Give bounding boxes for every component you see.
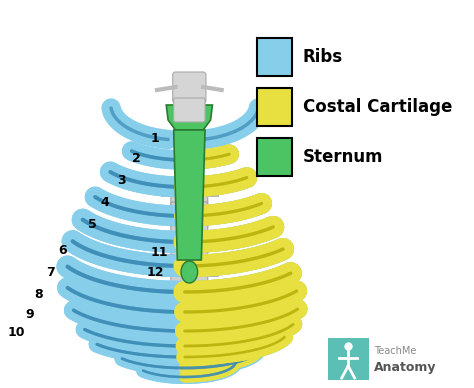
FancyBboxPatch shape [171,202,208,228]
FancyBboxPatch shape [171,182,208,208]
FancyBboxPatch shape [171,262,208,288]
FancyBboxPatch shape [171,222,208,248]
FancyBboxPatch shape [171,302,208,328]
Text: 9: 9 [25,308,34,320]
Text: 12: 12 [146,265,164,279]
FancyBboxPatch shape [328,338,369,380]
Text: Ribs: Ribs [303,48,343,66]
FancyBboxPatch shape [171,322,208,348]
FancyBboxPatch shape [171,282,208,308]
Polygon shape [173,130,205,260]
FancyBboxPatch shape [171,242,208,268]
FancyBboxPatch shape [171,342,208,368]
FancyBboxPatch shape [173,72,206,103]
Text: 2: 2 [132,151,141,165]
Text: 7: 7 [46,265,55,279]
Ellipse shape [181,261,198,283]
Text: TeachMe: TeachMe [374,346,417,356]
FancyBboxPatch shape [257,88,292,126]
Text: 4: 4 [100,196,109,208]
Text: 3: 3 [118,173,126,187]
Text: Costal Cartilage: Costal Cartilage [303,98,452,116]
Text: 5: 5 [88,218,97,230]
Text: 6: 6 [58,244,67,256]
FancyBboxPatch shape [257,138,292,176]
Text: 1: 1 [151,132,160,144]
Text: Anatomy: Anatomy [374,362,437,374]
FancyBboxPatch shape [257,38,292,76]
Text: Sternum: Sternum [303,148,383,166]
Polygon shape [166,105,212,130]
FancyBboxPatch shape [173,98,205,122]
Text: 11: 11 [150,246,168,258]
Text: 8: 8 [35,288,43,300]
Text: 10: 10 [8,326,26,338]
